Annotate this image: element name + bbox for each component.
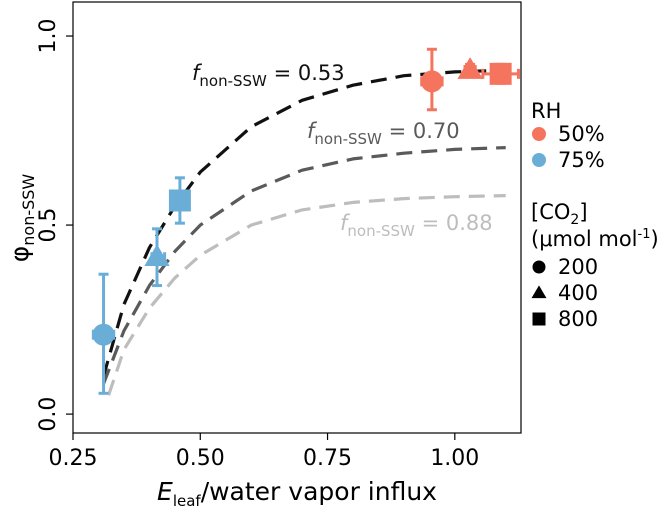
legend-rh-title: RH xyxy=(531,99,561,123)
legend-co2-label: 800 xyxy=(558,307,598,331)
y-tick-label: 0.0 xyxy=(36,397,61,432)
legend-square-icon xyxy=(532,312,546,326)
y-axis-title: φnon-SSW xyxy=(5,174,38,263)
fit-label: fnon-SSW = 0.88 xyxy=(340,211,493,240)
legend-rh-label: 75% xyxy=(558,148,605,172)
fit-label: fnon-SSW = 0.53 xyxy=(192,61,345,90)
data-point-rh50-co2-400 xyxy=(457,57,483,79)
marker-square xyxy=(168,189,191,212)
fit-annotations: fnon-SSW = 0.53 fnon-SSW = 0.70 fnon-SSW =… xyxy=(192,61,493,240)
marker-circle xyxy=(92,323,115,346)
x-axis-title: Eleaf/water vapor influx xyxy=(157,477,437,509)
fit-curve-053 xyxy=(101,68,506,377)
data-points xyxy=(91,47,520,395)
data-point-rh50-co2-800 xyxy=(481,62,520,85)
data-point-rh75-co2-400 xyxy=(144,227,170,288)
legend-co2-label: 400 xyxy=(558,281,598,305)
plot-area-frame xyxy=(72,1,522,434)
data-point-rh50-co2-200 xyxy=(420,47,444,112)
legend-co2-unit: (μmol mol-1) xyxy=(531,227,659,251)
x-axis-ticks: 0.25 0.50 0.75 1.00 xyxy=(49,433,479,471)
marker-circle xyxy=(420,70,443,93)
data-point-rh75-co2-800 xyxy=(168,176,191,225)
legend-triangle-icon xyxy=(531,285,547,299)
fit-curves xyxy=(101,68,506,396)
y-axis-ticks: 0.0 0.5 1.0 xyxy=(36,19,73,432)
legend-rh-swatch xyxy=(532,127,546,141)
x-tick-label: 0.25 xyxy=(49,446,98,471)
fit-curve-088 xyxy=(107,194,506,396)
y-tick-label: 0.5 xyxy=(36,208,61,243)
x-tick-label: 0.50 xyxy=(176,446,225,471)
y-tick-label: 1.0 xyxy=(36,19,61,54)
x-tick-label: 0.75 xyxy=(303,446,352,471)
legend-co2-label: 200 xyxy=(558,255,598,279)
legend-rh-label: 50% xyxy=(558,122,605,146)
fit-label: fnon-SSW = 0.70 xyxy=(307,119,460,148)
marker-triangle xyxy=(457,57,483,79)
legend-co2-title: [CO2] xyxy=(531,200,588,228)
marker-square xyxy=(489,62,512,85)
x-tick-label: 1.00 xyxy=(430,446,479,471)
marker-triangle xyxy=(144,244,170,266)
legend-rh-swatch xyxy=(532,153,546,167)
data-point-rh75-co2-200 xyxy=(91,272,116,395)
legend-circle-icon xyxy=(532,260,546,274)
